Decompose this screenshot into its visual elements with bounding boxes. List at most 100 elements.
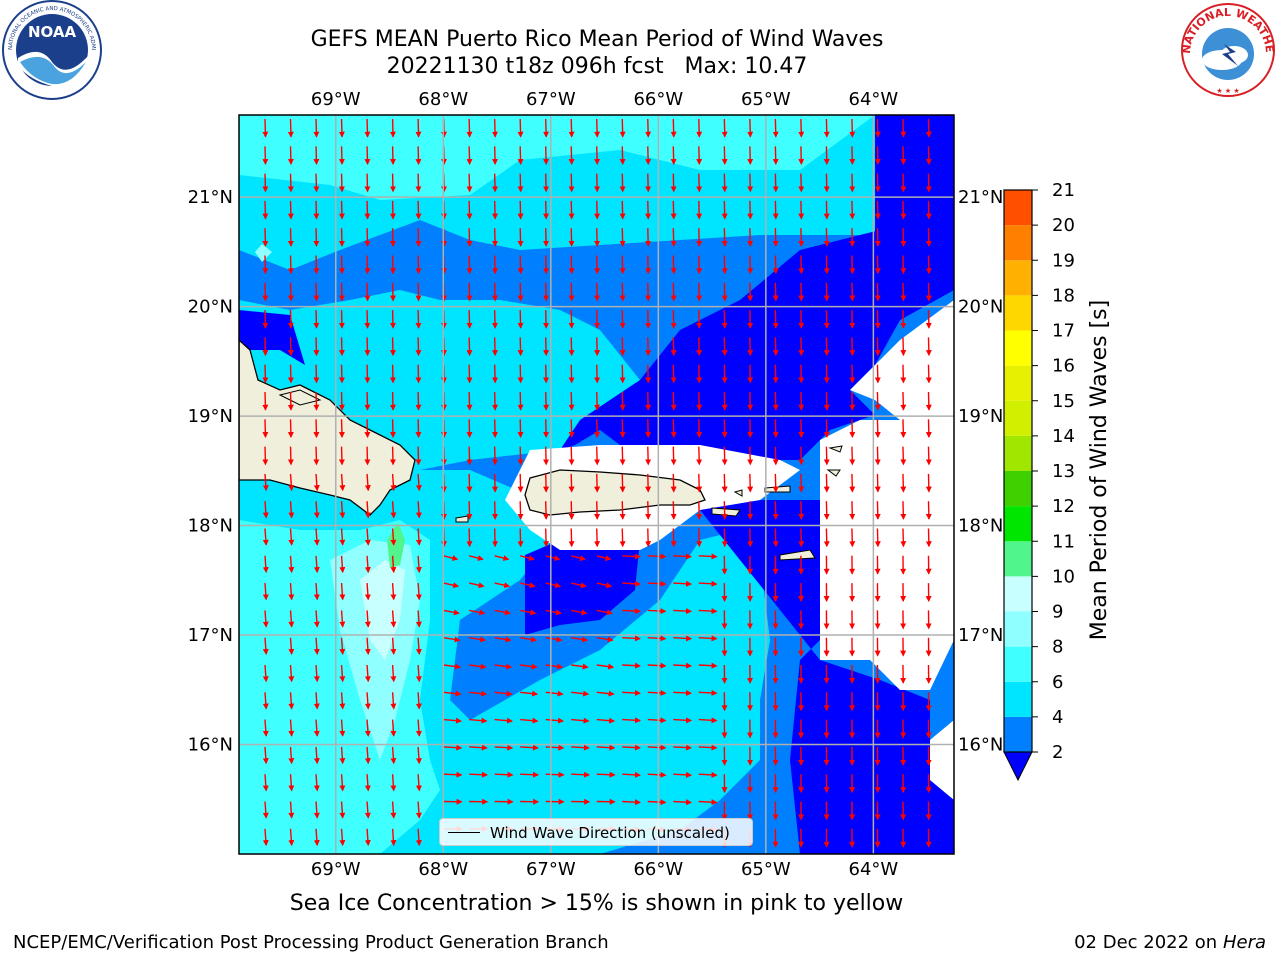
wind-wave-arrow — [288, 692, 295, 710]
lon-tick-label-top: 68°W — [418, 89, 468, 110]
wind-wave-arrow — [545, 771, 565, 778]
colorbar-segment — [1004, 330, 1032, 366]
wind-wave-arrow — [673, 553, 693, 560]
wind-wave-arrow — [622, 580, 641, 587]
wind-wave-arrow — [622, 635, 641, 642]
footer-host: Hera — [1222, 932, 1266, 953]
lat-tick-label-left: 16°N — [188, 735, 233, 756]
wind-wave-arrow — [339, 555, 346, 574]
wind-wave-arrow — [313, 555, 320, 574]
wind-wave-arrow — [545, 555, 561, 561]
wind-wave-arrow — [390, 528, 397, 546]
lon-tick-label-bottom: 64°W — [849, 859, 899, 880]
wind-wave-arrow — [288, 473, 295, 492]
wind-wave-arrow — [469, 744, 488, 751]
wind-wave-arrow — [339, 692, 346, 710]
wind-wave-arrow — [262, 473, 269, 492]
wind-wave-arrow — [262, 664, 269, 683]
wind-wave-arrow — [313, 801, 320, 819]
wind-wave-arrow — [313, 774, 320, 792]
colorbar-tick-label: 20 — [1052, 215, 1075, 236]
lat-tick-label-left: 21°N — [188, 187, 233, 208]
legend-label: Wind Wave Direction (unscaled) — [490, 824, 730, 842]
wind-wave-arrow — [313, 528, 320, 546]
wind-wave-arrow — [520, 555, 535, 561]
wind-wave-arrow — [647, 689, 667, 696]
colorbar-segment — [1004, 190, 1032, 226]
wind-wave-arrow — [390, 828, 397, 847]
colorbar-tick-label: 6 — [1052, 672, 1063, 693]
colorbar-segment — [1004, 260, 1032, 296]
wind-wave-arrow — [262, 828, 269, 847]
colorbar-segment — [1004, 400, 1032, 436]
lat-tick-label-left: 20°N — [188, 297, 233, 318]
wind-wave-arrow — [443, 555, 459, 561]
wind-wave-arrow — [364, 774, 371, 792]
noaa-logo: NOAA NATIONAL OCEANIC AND ATMOSPHERIC AD… — [0, 0, 102, 100]
wind-wave-arrow — [339, 664, 346, 683]
wind-wave-arrow — [545, 690, 564, 697]
wind-wave-arrow — [262, 555, 269, 574]
wind-wave-arrow — [571, 717, 590, 724]
wind-wave-arrow — [415, 692, 422, 710]
colorbar-segment — [1004, 681, 1032, 717]
wind-wave-arrow — [364, 746, 371, 765]
wind-wave-arrow — [313, 583, 320, 601]
map-field — [239, 115, 954, 854]
colorbar-segment — [1004, 611, 1032, 647]
wind-wave-arrow — [673, 799, 693, 806]
wind-wave-arrow — [520, 636, 538, 643]
wind-wave-arrow — [494, 663, 513, 670]
wind-wave-arrow — [520, 690, 539, 697]
wind-wave-arrow — [443, 690, 462, 697]
wind-wave-arrow — [364, 473, 371, 492]
wind-wave-arrow — [262, 801, 269, 819]
wind-wave-arrow — [469, 663, 487, 670]
wind-wave-arrow — [364, 610, 371, 628]
colorbar-tick-label: 17 — [1052, 321, 1075, 342]
wind-wave-arrow — [596, 636, 614, 643]
wind-wave-arrow — [415, 610, 422, 628]
wind-wave-arrow — [596, 690, 615, 697]
wind-wave-arrow — [262, 692, 269, 710]
wind-wave-arrow — [364, 555, 371, 574]
wind-wave-arrow — [469, 609, 486, 616]
colorbar-label: Mean Period of Wind Waves [s] — [1087, 300, 1112, 640]
wind-wave-arrow — [647, 608, 667, 615]
wind-wave-arrow — [571, 555, 586, 561]
wind-wave-arrow — [520, 744, 539, 751]
wind-wave-arrow — [288, 664, 295, 683]
wind-wave-arrow — [364, 637, 371, 656]
wind-wave-arrow — [415, 473, 422, 492]
lat-tick-label-right: 16°N — [958, 735, 1003, 756]
wind-wave-arrow — [596, 582, 613, 589]
wind-wave-arrow — [494, 717, 513, 724]
lon-tick-label-top: 67°W — [526, 89, 576, 110]
wind-wave-arrow — [415, 664, 422, 683]
wind-wave-arrow — [545, 717, 565, 724]
wind-wave-arrow — [339, 528, 346, 546]
lat-tick-label-right: 18°N — [958, 516, 1003, 537]
wind-wave-arrow — [415, 583, 422, 601]
wind-wave-arrow — [469, 636, 487, 643]
wind-wave-arrow — [415, 719, 422, 737]
colorbar-segment — [1004, 435, 1032, 471]
wind-wave-arrow — [313, 746, 320, 765]
wind-wave-arrow — [415, 637, 422, 656]
colorbar-tick-label: 2 — [1052, 742, 1063, 763]
lon-tick-label-bottom: 68°W — [418, 859, 468, 880]
sea-ice-note: Sea Ice Concentration > 15% is shown in … — [289, 891, 904, 916]
colorbar-tick-label: 11 — [1052, 531, 1075, 552]
wind-wave-arrow — [339, 637, 346, 656]
colorbar-segment — [1004, 646, 1032, 682]
wind-wave-arrow — [545, 744, 565, 751]
colorbar-tick-label: 16 — [1052, 356, 1075, 377]
colorbar-segment — [1004, 295, 1032, 331]
wind-wave-arrow — [288, 501, 295, 519]
latitude-labels-left: 21°N 20°N 19°N 18°N 17°N 16°N — [188, 187, 233, 755]
wind-wave-arrow — [415, 828, 422, 847]
wind-wave-arrow — [313, 501, 320, 519]
wind-wave-arrow — [390, 555, 397, 574]
wind-wave-arrow — [571, 744, 590, 751]
wind-wave-arrow — [262, 583, 269, 601]
